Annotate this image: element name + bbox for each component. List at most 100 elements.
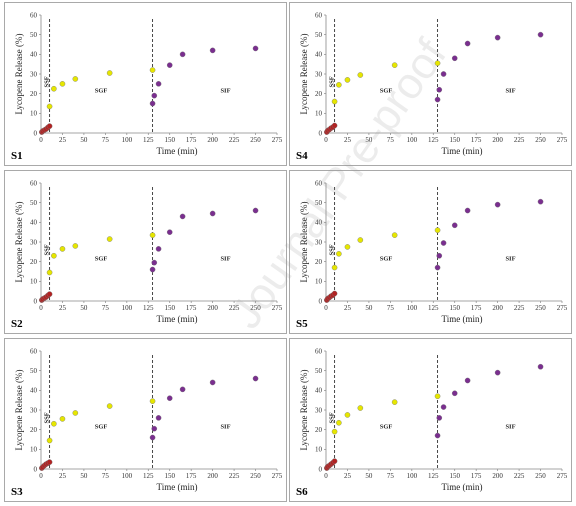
data-point-sgf — [72, 243, 79, 249]
data-point-sgf — [331, 98, 338, 105]
y-tick-label: 60 — [315, 179, 323, 187]
x-tick-label: 275 — [557, 472, 568, 480]
x-tick-label: 50 — [365, 304, 373, 312]
x-tick-label: 100 — [407, 136, 418, 144]
x-tick-label: 150 — [164, 136, 175, 144]
x-tick-label: 25 — [344, 472, 352, 480]
x-tick-label: 225 — [229, 304, 240, 312]
x-tick-label: 0 — [39, 472, 43, 480]
chart-svg: 0 10 20 30 40 50 60 0 25 50 75 100 125 150 175 200 225 25… — [296, 11, 568, 162]
panel-s4: 0 10 20 30 40 50 60 0 25 50 75 100 125 150 175 200 225 25… — [289, 2, 572, 166]
x-tick-label: 200 — [492, 472, 503, 480]
data-point-sif — [149, 434, 156, 441]
data-point-sgf — [106, 236, 113, 242]
data-point-sgf — [72, 410, 79, 416]
y-tick-label: 40 — [315, 387, 323, 395]
data-point-sif — [434, 432, 441, 439]
phase-label-sif: SIF — [220, 256, 230, 263]
data-point-sif — [155, 246, 162, 252]
data-point-sgf — [344, 412, 351, 418]
x-tick-label: 125 — [143, 472, 154, 480]
chart-svg: 0 10 20 30 40 50 60 0 25 50 75 100 125 150 175 200 225 25… — [296, 347, 568, 498]
x-tick-label: 50 — [80, 472, 88, 480]
y-axis-title: Lycopene Release (%) — [299, 370, 309, 451]
data-point-sgf — [106, 70, 113, 76]
chart-svg: 0 10 20 30 40 50 60 0 25 50 75 100 125 150 175 200 225 25… — [11, 11, 283, 162]
chart-svg: 0 10 20 30 40 50 60 0 25 50 75 100 125 150 175 200 225 25… — [11, 179, 283, 330]
x-tick-label: 150 — [164, 304, 175, 312]
data-point-sgf — [59, 246, 66, 252]
y-tick-label: 40 — [30, 387, 38, 395]
data-point-sgf — [344, 77, 351, 83]
data-point-sif — [209, 210, 216, 217]
x-tick-label: 250 — [250, 472, 261, 480]
x-tick-label: 250 — [535, 472, 546, 480]
data-point-sgf — [149, 232, 156, 238]
phase-label-sif: SIF — [505, 88, 515, 95]
x-tick-label: 275 — [272, 136, 283, 144]
x-tick-label: 0 — [324, 472, 328, 480]
phase-label-ssf: SSF — [44, 76, 51, 87]
x-tick-label: 100 — [407, 472, 418, 480]
x-tick-label: 200 — [207, 304, 218, 312]
phase-label-ssf: SSF — [329, 412, 336, 423]
x-tick-label: 225 — [229, 472, 240, 480]
x-tick-label: 275 — [557, 136, 568, 144]
data-point-sif — [155, 415, 162, 421]
y-tick-label: 10 — [315, 278, 323, 286]
x-tick-label: 175 — [186, 304, 197, 312]
panel-label: S2 — [11, 318, 23, 330]
data-point-sgf — [336, 419, 342, 426]
y-tick-label: 20 — [30, 258, 38, 266]
panel-s5: 0 10 20 30 40 50 60 0 25 50 75 100 125 150 175 200 225 25… — [289, 170, 572, 334]
x-axis-title: Time (min) — [442, 314, 483, 324]
data-point-sif — [436, 86, 443, 93]
x-tick-label: 125 — [428, 472, 439, 480]
y-tick-label: 50 — [315, 199, 323, 207]
data-point-sgf — [357, 405, 364, 411]
data-point-sif — [252, 207, 259, 214]
x-tick-label: 25 — [59, 304, 67, 312]
x-axis-title: Time (min) — [442, 146, 483, 156]
panel-label: S5 — [296, 318, 308, 330]
data-point-sgf — [51, 252, 57, 259]
data-point-sgf — [357, 237, 364, 243]
y-tick-label: 40 — [30, 51, 38, 59]
phase-label-ssf: SSF — [44, 244, 51, 255]
y-tick-label: 30 — [30, 238, 38, 246]
x-tick-label: 175 — [186, 136, 197, 144]
y-tick-label: 50 — [315, 367, 323, 375]
data-point-sif — [537, 31, 544, 38]
data-point-sgf — [434, 60, 441, 66]
y-tick-label: 20 — [30, 426, 38, 434]
panel-label: S4 — [296, 150, 308, 162]
data-point-sif — [436, 252, 443, 259]
x-tick-label: 125 — [143, 304, 154, 312]
x-tick-label: 250 — [250, 304, 261, 312]
x-tick-label: 200 — [207, 136, 218, 144]
data-point-sif — [494, 201, 501, 208]
y-tick-label: 0 — [34, 297, 38, 305]
x-tick-label: 150 — [449, 136, 460, 144]
x-axis-title: Time (min) — [157, 314, 198, 324]
data-point-sif — [252, 375, 259, 382]
data-point-sgf — [46, 103, 53, 110]
y-tick-label: 20 — [30, 90, 38, 98]
y-tick-label: 10 — [315, 446, 323, 454]
y-tick-label: 20 — [315, 426, 323, 434]
y-tick-label: 50 — [30, 199, 38, 207]
x-tick-label: 50 — [365, 136, 373, 144]
data-point-sif — [149, 100, 156, 107]
x-tick-label: 75 — [387, 136, 395, 144]
data-point-ssf — [331, 122, 338, 129]
y-axis-title: Lycopene Release (%) — [14, 34, 24, 115]
y-tick-label: 40 — [315, 219, 323, 227]
data-point-sif — [440, 71, 447, 77]
y-tick-label: 20 — [315, 258, 323, 266]
x-tick-label: 100 — [122, 304, 133, 312]
x-tick-label: 100 — [122, 472, 133, 480]
y-tick-label: 30 — [315, 238, 323, 246]
data-point-sgf — [434, 227, 441, 234]
data-point-sgf — [434, 393, 441, 400]
panel-label: S1 — [11, 150, 23, 162]
